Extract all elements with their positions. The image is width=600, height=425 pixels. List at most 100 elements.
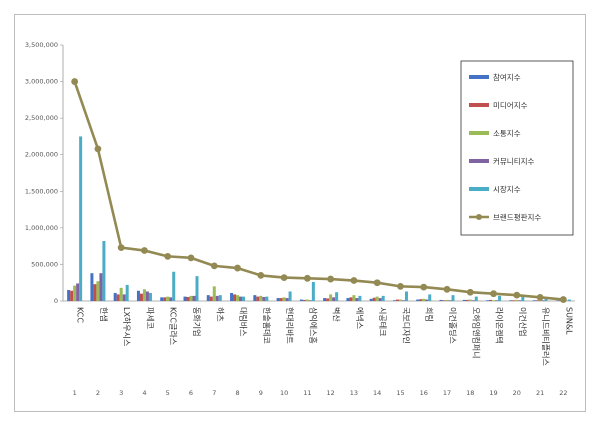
bar-1-series-4 xyxy=(76,283,80,301)
rank-label: 15 xyxy=(396,389,404,397)
line-point-5 xyxy=(164,252,172,260)
line-point-6 xyxy=(187,254,195,262)
bar-15-series-3 xyxy=(398,299,402,301)
legend-label: 소통지수 xyxy=(493,129,521,138)
bar-22-series-5 xyxy=(567,299,571,301)
rank-label: 16 xyxy=(420,389,428,397)
bar-8-series-1 xyxy=(230,292,234,301)
rank-label: 2 xyxy=(96,389,100,397)
x-tick-label: SUN&L xyxy=(564,307,573,335)
legend-swatch xyxy=(469,159,489,163)
bar-5-series-4 xyxy=(169,297,173,301)
bar-7-series-2 xyxy=(209,296,213,301)
bar-14-series-5 xyxy=(381,295,385,301)
bar-16-series-4 xyxy=(425,299,429,301)
bar-6-series-3 xyxy=(189,295,193,301)
bar-9-series-5 xyxy=(265,296,269,301)
bar-6-series-1 xyxy=(183,296,187,301)
x-tick-label: 유니드비티플러스 xyxy=(541,307,551,366)
bar-18-series-5 xyxy=(474,296,478,301)
line-point-18 xyxy=(466,288,474,296)
bar-14-series-2 xyxy=(372,297,376,301)
bar-17-series-1 xyxy=(439,299,443,301)
bar-16-series-1 xyxy=(416,299,420,301)
legend-swatch xyxy=(469,187,489,191)
bar-12-series-3 xyxy=(329,294,333,301)
bar-21-series-2 xyxy=(535,300,539,301)
rank-label: 12 xyxy=(326,389,334,397)
x-tick-label: 이건산업 xyxy=(518,307,528,336)
bar-18-series-1 xyxy=(462,299,466,301)
rank-label: 5 xyxy=(166,389,170,397)
rank-label: 22 xyxy=(559,389,567,397)
bar-3-series-4 xyxy=(122,294,126,301)
line-point-11 xyxy=(303,274,311,282)
bar-3-series-5 xyxy=(125,284,129,301)
bar-21-series-1 xyxy=(532,300,536,301)
x-tick-label: 이건홀딩스 xyxy=(448,307,458,344)
line-point-3 xyxy=(117,244,125,252)
rank-label: 6 xyxy=(189,389,193,397)
bar-4-series-3 xyxy=(142,289,146,301)
bar-18-series-3 xyxy=(468,299,472,301)
legend-swatch xyxy=(469,131,489,135)
bar-2-series-3 xyxy=(96,281,100,301)
bar-10-series-4 xyxy=(285,298,289,301)
line-point-19 xyxy=(490,290,497,298)
bar-9-series-2 xyxy=(256,296,260,301)
bar-6-series-4 xyxy=(192,295,196,301)
brand-reputation-chart: 0 500,000 1,000,000 1,500,000 2,000,000 2,500… xyxy=(25,41,575,397)
x-tick-label: 동화기업 xyxy=(192,307,201,336)
bar-15-series-4 xyxy=(401,300,405,301)
bar-4-series-4 xyxy=(145,291,149,301)
x-tick-label: 파세코 xyxy=(145,307,154,329)
line-point-20 xyxy=(513,291,521,299)
rank-label: 10 xyxy=(280,389,288,397)
rank-label: 20 xyxy=(513,389,521,397)
bar-2-series-5 xyxy=(102,241,106,301)
x-tick-label: 시공테크 xyxy=(378,307,387,336)
bar-13-series-1 xyxy=(346,298,350,301)
bar-8-series-5 xyxy=(242,296,246,301)
bar-14-series-4 xyxy=(378,298,382,301)
bar-13-series-4 xyxy=(355,298,359,301)
bar-10-series-3 xyxy=(282,297,286,301)
legend-label: 시장지수 xyxy=(493,184,521,194)
legend-swatch xyxy=(469,103,489,107)
legend-line-marker xyxy=(476,214,482,220)
y-tick-label: 2,000,000 xyxy=(25,151,58,159)
rank-label: 17 xyxy=(443,389,451,397)
bar-6-series-2 xyxy=(186,296,190,301)
bar-1-series-2 xyxy=(70,290,74,301)
bar-17-series-3 xyxy=(445,299,449,301)
x-tick-label: KCC글라스 xyxy=(169,307,178,345)
x-tick-label: 희림 xyxy=(425,307,435,322)
bar-12-series-1 xyxy=(323,298,327,301)
x-tick-label: 하츠 xyxy=(215,307,225,322)
bar-16-series-5 xyxy=(428,294,432,301)
bar-13-series-3 xyxy=(352,295,356,301)
line-point-16 xyxy=(420,283,428,291)
y-tick-label: 500,000 xyxy=(31,260,58,268)
bar-20-series-1 xyxy=(509,300,513,301)
bar-8-series-2 xyxy=(233,294,237,301)
bar-9-series-1 xyxy=(253,295,257,301)
line-point-2 xyxy=(94,145,102,153)
line-point-21 xyxy=(536,293,544,301)
bar-11-series-2 xyxy=(302,299,306,301)
line-point-13 xyxy=(350,277,358,284)
bar-19-series-3 xyxy=(492,300,496,301)
line-point-9 xyxy=(257,272,265,279)
line-point-12 xyxy=(327,275,335,283)
bar-9-series-4 xyxy=(262,296,266,301)
line-point-22 xyxy=(559,296,567,303)
line-point-4 xyxy=(141,247,148,254)
line-point-7 xyxy=(210,262,218,270)
bar-8-series-4 xyxy=(239,296,243,301)
rank-label: 21 xyxy=(536,389,544,397)
rank-label: 13 xyxy=(350,389,358,397)
rank-label: 8 xyxy=(235,389,239,397)
rank-label: 14 xyxy=(373,389,381,397)
legend-swatch xyxy=(469,75,489,79)
y-tick-label: 2,500,000 xyxy=(25,114,58,122)
